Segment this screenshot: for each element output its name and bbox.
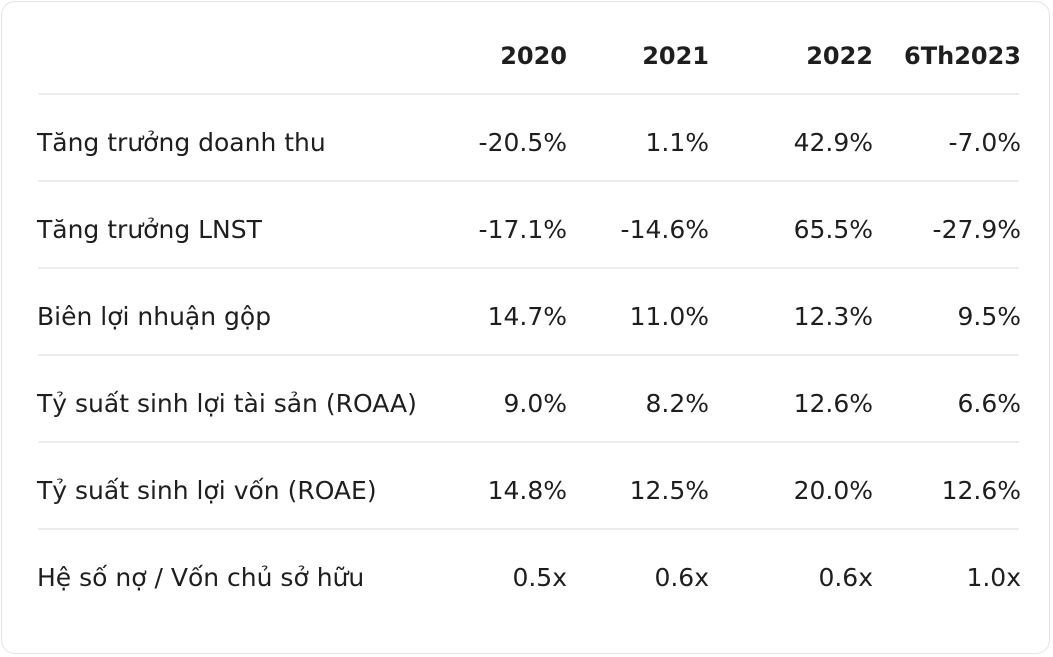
cell: 14.7% bbox=[487, 302, 567, 331]
cell: -7.0% bbox=[948, 128, 1021, 157]
cell: 8.2% bbox=[645, 389, 709, 418]
row-separator bbox=[38, 93, 1019, 95]
row-label: Tăng trưởng doanh thu bbox=[37, 128, 326, 157]
column-header: 2020 bbox=[500, 42, 567, 70]
cell: -27.9% bbox=[932, 215, 1021, 244]
cell: -20.5% bbox=[478, 128, 567, 157]
cell: 12.6% bbox=[941, 476, 1021, 505]
row-separator bbox=[38, 441, 1019, 443]
cell: 6.6% bbox=[957, 389, 1021, 418]
cell: 12.6% bbox=[793, 389, 873, 418]
row-separator bbox=[38, 180, 1019, 182]
cell: 9.0% bbox=[503, 389, 567, 418]
row-label: Tăng trưởng LNST bbox=[37, 215, 262, 244]
cell: -14.6% bbox=[620, 215, 709, 244]
row-label: Hệ số nợ / Vốn chủ sở hữu bbox=[37, 563, 365, 592]
cell: 0.6x bbox=[818, 563, 873, 592]
cell: 1.0x bbox=[966, 563, 1021, 592]
row-label: Tỷ suất sinh lợi tài sản (ROAA) bbox=[37, 389, 417, 418]
cell: 14.8% bbox=[487, 476, 567, 505]
cell: 20.0% bbox=[793, 476, 873, 505]
row-separator bbox=[38, 528, 1019, 530]
row-label: Biên lợi nhuận gộp bbox=[37, 302, 272, 331]
row-label: Tỷ suất sinh lợi vốn (ROAE) bbox=[37, 476, 377, 505]
cell: 9.5% bbox=[957, 302, 1021, 331]
cell: 12.5% bbox=[629, 476, 709, 505]
cell: 1.1% bbox=[645, 128, 709, 157]
column-header: 2021 bbox=[642, 42, 709, 70]
row-separator bbox=[38, 267, 1019, 269]
row-separator bbox=[38, 354, 1019, 356]
cell: 65.5% bbox=[793, 215, 873, 244]
cell: 42.9% bbox=[793, 128, 873, 157]
column-header: 2022 bbox=[806, 42, 873, 70]
cell: -17.1% bbox=[478, 215, 567, 244]
cell: 0.6x bbox=[654, 563, 709, 592]
column-header: 6Th2023 bbox=[904, 42, 1021, 70]
cell: 11.0% bbox=[629, 302, 709, 331]
cell: 0.5x bbox=[512, 563, 567, 592]
cell: 12.3% bbox=[793, 302, 873, 331]
